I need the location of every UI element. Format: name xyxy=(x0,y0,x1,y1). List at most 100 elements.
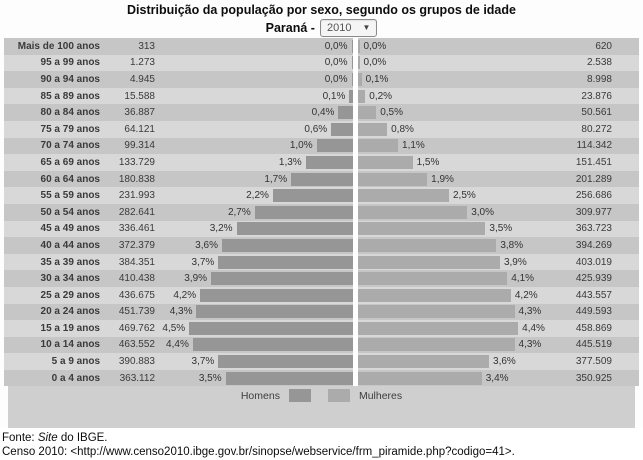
male-percent-label: 1,3% xyxy=(278,156,302,168)
female-count: 2.538 xyxy=(586,57,612,69)
male-percent-label: 4,2% xyxy=(173,289,197,301)
table-row: 55 a 59 anos 231.993 2,2% 2,5% 256.686 xyxy=(4,187,639,204)
legend-swatch-mulheres xyxy=(327,389,350,403)
male-bar-zone: 1,0% xyxy=(155,138,353,155)
female-bar-zone: 3,5% xyxy=(358,221,556,238)
male-percent-label: 4,3% xyxy=(169,306,193,318)
table-row: 95 a 99 anos 1.273 0,0% 0,0% 2.538 xyxy=(4,54,639,72)
female-percent-label: 1,1% xyxy=(402,140,425,152)
female-bar-zone: 4,1% xyxy=(358,270,556,287)
male-percent-label: 1,7% xyxy=(264,173,288,185)
female-count: 458.869 xyxy=(575,322,612,334)
male-bar xyxy=(349,89,353,103)
male-bar-zone: 4,4% xyxy=(155,337,353,354)
female-bar xyxy=(358,371,482,385)
male-count: 282.641 xyxy=(118,206,155,218)
male-bar xyxy=(211,272,353,286)
pyramid-rows: Mais de 100 anos 313 0,0% 0,0% 620 95 a 99 an… xyxy=(4,38,639,387)
male-bar-zone: 0,4% xyxy=(155,104,353,121)
female-count: 377.509 xyxy=(575,356,612,368)
table-row: 10 a 14 anos 463.552 4,4% 4,3% 445.519 xyxy=(4,336,639,354)
female-percent-label: 4,3% xyxy=(518,306,542,318)
male-count: 469.762 xyxy=(118,322,155,334)
male-count: 463.552 xyxy=(118,339,155,351)
female-bar xyxy=(358,321,519,335)
center-axis-gap xyxy=(353,38,358,55)
female-count: 201.289 xyxy=(575,173,612,185)
center-axis-gap xyxy=(353,237,358,254)
female-bar xyxy=(358,72,362,86)
center-axis-gap xyxy=(353,320,358,337)
male-count: 99.314 xyxy=(124,140,155,152)
female-count: 394.269 xyxy=(575,239,612,251)
male-percent-label: 0,4% xyxy=(311,107,335,119)
male-percent-label: 3,7% xyxy=(191,256,215,268)
female-bar-zone: 0,1% xyxy=(358,71,556,88)
male-bar xyxy=(218,255,353,269)
male-bar-zone: 4,5% xyxy=(155,320,353,337)
age-group-label: 55 a 59 anos xyxy=(40,190,100,202)
age-group-label: 75 a 79 anos xyxy=(40,123,100,135)
male-percent-label: 2,2% xyxy=(246,190,269,202)
female-bar xyxy=(358,139,399,153)
age-group-label: 5 a 9 anos xyxy=(51,356,100,368)
male-bar xyxy=(189,321,353,335)
age-group-label: 10 a 14 anos xyxy=(40,339,100,351)
male-percent-label: 3,6% xyxy=(195,239,218,251)
male-percent-label: 3,5% xyxy=(198,372,222,384)
female-bar-zone: 3,9% xyxy=(358,254,556,271)
age-group-label: 25 a 29 anos xyxy=(40,289,100,301)
male-count: 390.883 xyxy=(118,356,155,368)
female-percent-label: 4,1% xyxy=(511,273,535,285)
male-bar-zone: 3,9% xyxy=(155,270,353,287)
female-count: 403.019 xyxy=(575,256,612,268)
center-axis-gap xyxy=(353,120,358,138)
female-count: 425.939 xyxy=(575,273,612,285)
male-bar xyxy=(200,288,353,302)
age-group-label: 95 a 99 anos xyxy=(40,57,100,69)
legend-label-mulheres: Mulheres xyxy=(358,389,403,402)
male-percent-label: 2,7% xyxy=(227,206,251,218)
female-bar-zone: 1,9% xyxy=(358,171,556,188)
male-percent-label: 4,4% xyxy=(166,339,189,351)
female-percent-label: 2,5% xyxy=(453,190,476,202)
center-axis-gap xyxy=(353,336,358,354)
male-bar-zone: 0,0% xyxy=(155,71,353,88)
female-bar-zone: 1,5% xyxy=(358,154,556,171)
age-group-label: 85 a 89 anos xyxy=(40,90,100,102)
male-count: 231.993 xyxy=(118,190,155,202)
female-bar-zone: 3,6% xyxy=(358,353,556,370)
male-bar xyxy=(316,139,353,153)
table-row: 40 a 44 anos 372.379 3,6% 3,8% 394.269 xyxy=(4,237,639,254)
female-bar-zone: 4,3% xyxy=(358,304,556,321)
year-dropdown[interactable]: 2010 ▼ xyxy=(319,19,378,37)
male-bar xyxy=(196,305,353,319)
female-percent-label: 3,6% xyxy=(493,356,516,368)
legend-label-homens: Homens xyxy=(240,389,280,402)
male-bar-zone: 2,2% xyxy=(155,187,353,204)
female-count: 350.925 xyxy=(575,372,612,384)
male-bar xyxy=(351,56,353,70)
male-bar xyxy=(221,238,353,252)
census-url-line: Censo 2010: <http://www.censo2010.ibge.g… xyxy=(2,446,515,459)
female-count: 363.723 xyxy=(575,223,612,235)
male-bar-zone: 3,7% xyxy=(155,254,353,271)
female-percent-label: 4,3% xyxy=(518,339,542,351)
male-bar-zone: 4,2% xyxy=(155,287,353,304)
female-bar-zone: 4,3% xyxy=(358,337,556,354)
female-bar xyxy=(358,155,413,169)
female-bar xyxy=(358,189,449,203)
table-row: 75 a 79 anos 64.121 0,6% 0,8% 80.272 xyxy=(4,120,639,138)
male-count: 372.379 xyxy=(118,239,155,251)
female-percent-label: 4,4% xyxy=(522,322,545,334)
center-axis-gap xyxy=(353,303,358,321)
source-footer: Fonte: Site do IBGE. Censo 2010: <http:/… xyxy=(0,428,643,460)
male-percent-label: 3,9% xyxy=(184,273,208,285)
female-count: 151.451 xyxy=(575,156,612,168)
male-percent-label: 0,1% xyxy=(322,90,346,102)
age-group-label: 90 a 94 anos xyxy=(40,73,100,85)
age-group-label: 20 a 24 anos xyxy=(40,306,100,318)
table-row: 30 a 34 anos 410.438 3,9% 4,1% 425.939 xyxy=(4,270,639,287)
male-count: 133.729 xyxy=(118,156,155,168)
age-group-label: 65 a 69 anos xyxy=(40,156,100,168)
